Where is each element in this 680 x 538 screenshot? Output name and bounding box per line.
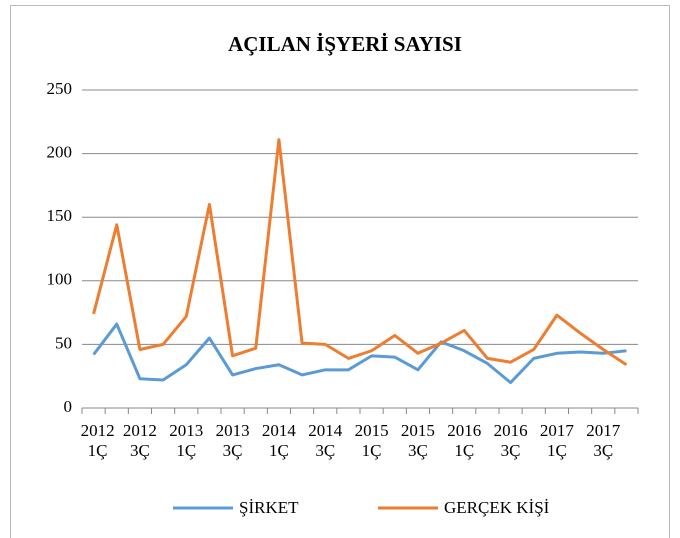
x-tick-label-line: 3Ç [408, 441, 428, 460]
x-tick-label-line: 1Ç [269, 441, 289, 460]
x-tick-label-line: 1Ç [454, 441, 474, 460]
x-tick-label-line: 2017 [586, 421, 621, 440]
chart-border [10, 5, 670, 538]
x-tick-label-line: 3Ç [315, 441, 335, 460]
x-tick-label-line: 1Ç [88, 441, 108, 460]
x-tick-label-line: 3Ç [593, 441, 613, 460]
series-line [92, 322, 627, 385]
x-tick-label-line: 1Ç [547, 441, 567, 460]
x-tick-label-line: 3Ç [130, 441, 150, 460]
x-tick-label: 2017 1Ç [540, 421, 575, 460]
x-tick-label-line: 2016 [494, 421, 528, 440]
y-tick-label: 200 [47, 143, 73, 162]
x-tick-label-line: 2012 [81, 421, 115, 440]
x-tick-label-line: 1Ç [362, 441, 382, 460]
x-tick-label: 2012 3Ç [123, 421, 157, 460]
x-tick-label: 2014 1Ç [262, 421, 297, 460]
x-tick-label-line: 2014 [262, 421, 297, 440]
y-tick-label: 50 [55, 333, 72, 352]
x-tick-label-line: 2013 [169, 421, 203, 440]
x-tick-label: 2015 3Ç [401, 421, 435, 460]
series-line [92, 138, 628, 367]
y-tick-label: 250 [47, 79, 73, 98]
x-tick-label-line: 2012 [123, 421, 157, 440]
y-tick-label: 100 [47, 270, 73, 289]
x-tick-label-line: 1Ç [176, 441, 196, 460]
x-tick-label: 2015 1Ç [355, 421, 389, 460]
x-tick-label-line: 2017 [540, 421, 575, 440]
y-tick-label: 0 [64, 397, 73, 416]
x-tick-label-line: 2013 [216, 421, 250, 440]
x-tick-label: 2017 3Ç [586, 421, 621, 460]
x-tick-label-line: 2015 [401, 421, 435, 440]
x-tick-label-line: 3Ç [501, 441, 521, 460]
x-tick-label-line: 2016 [447, 421, 481, 440]
legend-label: GERÇEK KİŞİ [444, 498, 550, 517]
chart-title: AÇILAN İŞYERİ SAYISI [228, 32, 462, 56]
x-tick-label-line: 2014 [308, 421, 343, 440]
x-tick-label: 2013 3Ç [216, 421, 250, 460]
x-tick-label: 2016 3Ç [494, 421, 528, 460]
x-tick-label: 2013 1Ç [169, 421, 203, 460]
x-tick-label-line: 2015 [355, 421, 389, 440]
y-tick-label: 150 [47, 206, 73, 225]
x-tick-label: 2016 1Ç [447, 421, 481, 460]
x-tick-label-line: 3Ç [223, 441, 243, 460]
x-tick-label: 2012 1Ç [81, 421, 115, 460]
legend-label: ŞİRKET [239, 498, 299, 517]
x-tick-label: 2014 3Ç [308, 421, 343, 460]
